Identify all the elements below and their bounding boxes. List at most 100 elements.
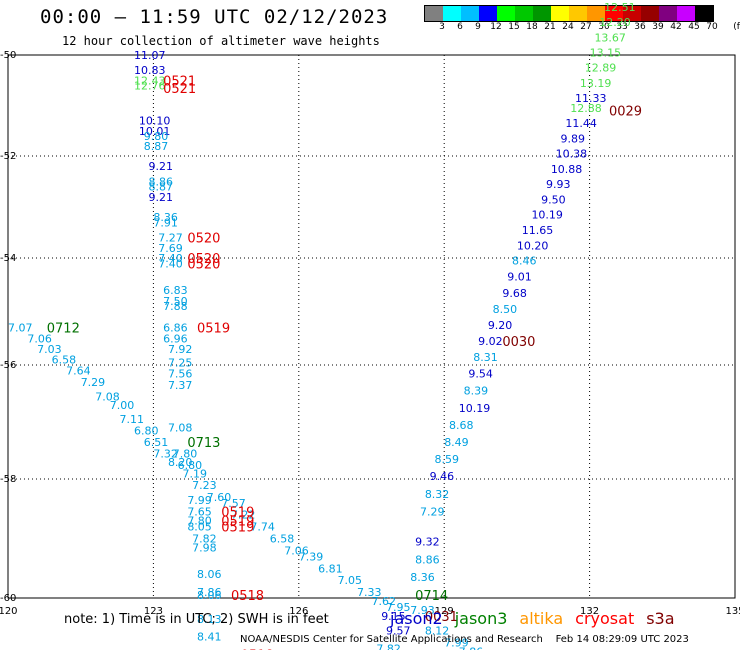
- color-swatch: [479, 6, 497, 21]
- wave-height-point: 10.88: [551, 163, 583, 176]
- wave-height-point: 8.68: [449, 419, 474, 432]
- wave-height-point: 10.20: [517, 239, 549, 252]
- wave-height-point: 8.39: [464, 385, 489, 398]
- wave-height-point: 7.82: [192, 533, 217, 546]
- wave-height-point: 6.58: [270, 533, 295, 546]
- wave-height-point: 8.86: [149, 176, 174, 189]
- color-swatch: [623, 6, 641, 21]
- wave-height-point: 7.29: [81, 376, 106, 389]
- wave-height-point: 7.60: [207, 491, 232, 504]
- wave-height-point: 10.83: [134, 64, 166, 77]
- x-tick-label: 123: [144, 606, 163, 617]
- time-label: 0521: [163, 74, 196, 89]
- color-scale-label: 30: [598, 22, 610, 32]
- wave-height-point: 9.57: [386, 625, 411, 638]
- wave-height-point: 8.87: [144, 140, 169, 153]
- wave-height-point: 12.51: [604, 1, 636, 14]
- wave-height-point: 12.43: [134, 74, 166, 87]
- legend-jason3: jason3: [454, 609, 508, 628]
- wave-height-point: 7.27: [158, 232, 183, 245]
- wave-height-point: 8.36: [410, 571, 435, 584]
- time-label: 0029: [609, 105, 642, 120]
- time-label: 0520: [187, 252, 220, 267]
- wave-height-point: 8.86: [415, 553, 440, 566]
- wave-height-point: 6.81: [318, 562, 343, 575]
- wave-height-point: 7.80: [173, 447, 198, 460]
- y-tick-label: -54: [0, 253, 16, 264]
- wave-height-point: 11.33: [575, 92, 607, 105]
- wave-height-point: 9.46: [430, 470, 455, 483]
- time-label: 0521: [163, 82, 196, 97]
- y-tick-label: -56: [0, 360, 16, 371]
- wave-height-point: 10.19: [459, 402, 491, 415]
- wave-height-point: 7.86: [197, 586, 222, 599]
- wave-height-point: 9.89: [561, 132, 586, 145]
- wave-height-point: 9.32: [415, 535, 440, 548]
- wave-height-point: 13.67: [594, 31, 626, 44]
- wave-height-point: 7.57: [221, 497, 246, 510]
- color-scale-label: 33: [616, 22, 628, 32]
- wave-height-point: 7.08: [168, 422, 193, 435]
- color-swatch: [569, 6, 587, 21]
- wave-height-point: 8.32: [425, 488, 450, 501]
- wave-height-point: 13.15: [590, 46, 622, 59]
- data-points: 11.0710.8312.4312.7610.1010.019.808.879.…: [8, 1, 636, 650]
- wave-height-point: 9.21: [149, 191, 174, 204]
- wave-height-point: 7.07: [8, 322, 33, 335]
- color-swatch: [497, 6, 515, 21]
- time-label: 0030: [502, 335, 535, 350]
- x-tick-label: 135: [725, 606, 740, 617]
- color-swatch: [695, 6, 713, 21]
- wave-height-point: 8.20: [168, 456, 193, 469]
- wave-height-point: 11.44: [565, 117, 597, 130]
- wave-height-point: 7.64: [66, 365, 91, 378]
- legend-jason2: jason2: [390, 609, 443, 628]
- chart-grid: [8, 55, 735, 598]
- wave-height-point: 7.62: [372, 595, 397, 608]
- y-tick-label: -60: [0, 593, 16, 604]
- color-scale-label: 6: [457, 22, 463, 32]
- wave-height-point: 12.76: [134, 79, 166, 92]
- wave-height-point: 7.00: [110, 399, 135, 412]
- wave-height-point: 7.82: [376, 643, 401, 650]
- time-label: 0519: [221, 521, 254, 536]
- wave-height-point: 7.98: [192, 541, 217, 554]
- wave-height-point: 9.54: [468, 368, 493, 381]
- wave-height-point: 8.31: [473, 351, 498, 364]
- chart-axes: 120 123 126 129 132 135 -50 -52 -54 -56 -58 -60: [0, 50, 740, 617]
- color-scale-label: 12: [490, 22, 502, 32]
- color-scale-label: 15: [508, 22, 520, 32]
- time-label: 0520: [187, 257, 220, 272]
- time-label: 0519: [197, 322, 230, 337]
- wave-height-point: 6.86: [163, 322, 188, 335]
- footer-note: note: 1) Time is in UTC; 2) SWH is in fe…: [64, 612, 329, 627]
- color-scale-label: 9: [475, 22, 481, 32]
- wave-height-point: 8.12: [425, 625, 450, 638]
- wave-height-point: 8.13: [197, 613, 222, 626]
- color-swatch: [605, 6, 623, 21]
- legend-s3a: s3a: [646, 609, 675, 628]
- wave-height-point: 7.06: [27, 332, 51, 345]
- wave-height-point: 7.05: [338, 574, 363, 587]
- x-tick-label: 132: [580, 606, 599, 617]
- wave-height-point: 12.88: [570, 102, 602, 115]
- color-swatch: [515, 6, 533, 21]
- wave-height-point: 11.65: [522, 224, 554, 237]
- wave-height-point: 7.22: [231, 509, 256, 522]
- wave-height-point: 7.40: [158, 257, 183, 270]
- wave-height-point: 9.02: [478, 335, 503, 348]
- wave-height-point: 12.20: [599, 16, 631, 29]
- color-scale-label: 3: [439, 22, 445, 32]
- y-tick-label: -58: [0, 474, 16, 485]
- color-swatch: [533, 6, 551, 21]
- legend-altika: altika: [519, 609, 564, 628]
- wave-height-point: 8.46: [512, 255, 537, 268]
- footer-credit: NOAA/NESDIS Center for Satellite Applica…: [240, 634, 689, 645]
- x-tick-label: 129: [435, 606, 454, 617]
- color-scale-label: 18: [526, 22, 538, 32]
- wave-height-point: 7.08: [95, 390, 120, 403]
- wave-height-point: 7.65: [187, 506, 212, 519]
- wave-height-point: 10.10: [139, 115, 171, 128]
